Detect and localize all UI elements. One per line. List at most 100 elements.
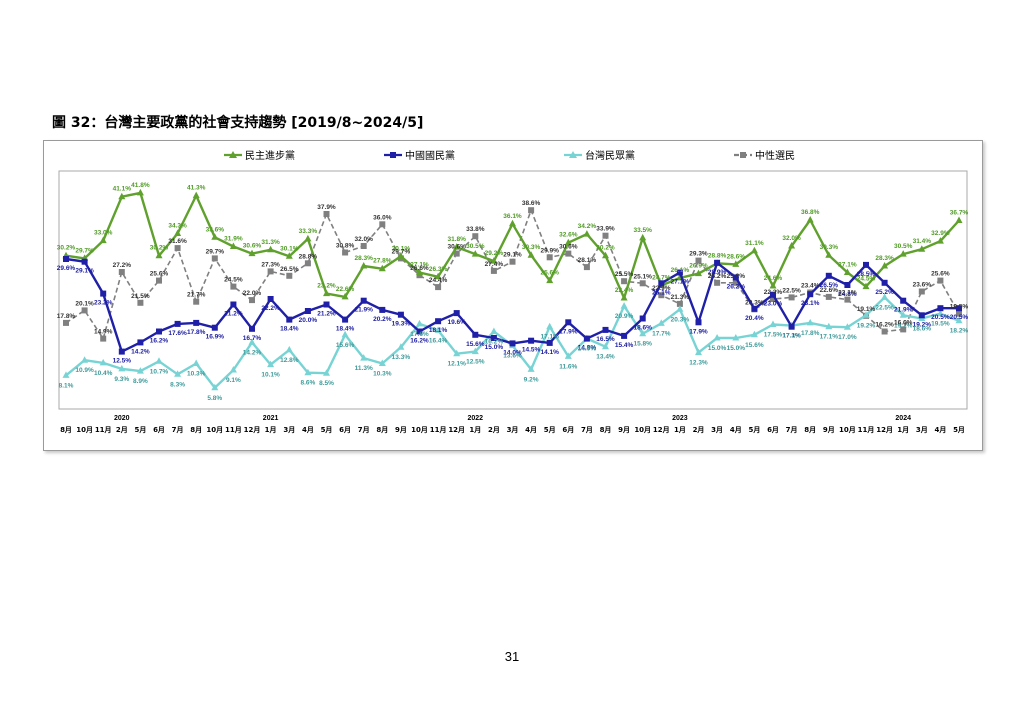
- data-label: 30.3%: [522, 244, 541, 251]
- data-label: 24.7%: [652, 275, 671, 282]
- data-point: [658, 292, 665, 299]
- data-label: 36.8%: [801, 209, 820, 216]
- data-point: [881, 328, 888, 335]
- data-label: 19.5%: [950, 304, 969, 311]
- data-label: 14.5%: [522, 347, 541, 354]
- data-point: [546, 254, 553, 261]
- data-label: 17.3%: [782, 333, 801, 340]
- data-point: [360, 243, 367, 249]
- data-point: [788, 294, 795, 301]
- data-label: 23.0%: [764, 301, 783, 308]
- x-tick-label: 2月: [488, 426, 500, 434]
- data-label: 29.9%: [540, 247, 559, 254]
- data-label: 23.6%: [913, 282, 932, 289]
- data-label: 30.5%: [894, 243, 913, 250]
- data-point: [899, 311, 907, 318]
- page-number: 31: [504, 649, 520, 664]
- data-point: [862, 311, 870, 318]
- data-point: [100, 335, 107, 342]
- data-label: 27.4%: [485, 261, 504, 268]
- data-point: [639, 315, 646, 322]
- data-point: [602, 326, 609, 333]
- data-label: 21.9%: [354, 307, 373, 314]
- figure-title: 圖 32：台灣主要政黨的社會支持趨勢 [2019/8~2024/5]: [52, 115, 424, 131]
- data-point: [676, 305, 684, 312]
- data-point: [527, 365, 535, 372]
- data-point: [174, 245, 181, 252]
- data-label: 12.5%: [466, 359, 485, 366]
- data-point: [955, 316, 963, 324]
- data-label: 17.7%: [652, 330, 671, 337]
- data-label: 34.3%: [168, 223, 187, 230]
- data-point: [434, 272, 442, 280]
- data-label: 24.6%: [764, 275, 783, 282]
- data-label: 17.1%: [782, 333, 801, 340]
- data-label: 17.0%: [838, 334, 857, 341]
- data-label: 20.4%: [745, 315, 764, 322]
- data-label: 20.3%: [671, 316, 690, 323]
- data-label: 19.5%: [931, 321, 950, 328]
- data-label: 20.2%: [373, 316, 392, 323]
- data-point: [229, 242, 237, 249]
- data-point: [323, 301, 330, 308]
- data-label: 16.2%: [875, 322, 894, 329]
- x-year-label: 2022: [468, 415, 484, 422]
- x-tick-label: 1月: [265, 426, 277, 434]
- data-label: 22.1%: [838, 290, 857, 297]
- data-label: 8.1%: [59, 382, 74, 389]
- data-label: 30.6%: [559, 244, 578, 251]
- legend-label: 中性選民: [755, 149, 795, 162]
- data-label: 19.2%: [894, 322, 913, 329]
- data-point: [843, 268, 851, 275]
- legend-marker: [740, 152, 746, 158]
- data-label: 31.8%: [447, 236, 466, 243]
- x-tick-label: 5月: [544, 426, 556, 434]
- data-label: 21.7%: [187, 292, 206, 299]
- data-label: 28.8%: [299, 253, 318, 260]
- data-label: 24.4%: [429, 277, 448, 284]
- data-label: 17.6%: [410, 331, 429, 338]
- data-point: [472, 331, 479, 338]
- data-point: [118, 269, 125, 275]
- data-label: 11.3%: [355, 365, 373, 372]
- data-point: [360, 262, 368, 269]
- x-tick-label: 4月: [730, 426, 742, 434]
- data-label: 24.5%: [224, 277, 243, 284]
- data-label: 27.1%: [410, 262, 429, 269]
- data-point: [751, 305, 758, 312]
- x-tick-label: 2月: [693, 426, 705, 434]
- data-label: 30.2%: [596, 245, 615, 252]
- data-point: [918, 245, 926, 252]
- x-tick-label: 5月: [953, 426, 965, 434]
- data-point: [844, 296, 851, 303]
- data-point: [230, 301, 237, 308]
- data-point: [230, 283, 237, 290]
- data-label: 36.0%: [373, 214, 392, 221]
- data-label: 9.1%: [226, 377, 241, 384]
- data-label: 15.8%: [633, 341, 652, 348]
- x-tick-label: 5月: [748, 426, 760, 434]
- data-point: [379, 221, 386, 228]
- data-label: 29.3%: [689, 251, 708, 258]
- data-point: [956, 310, 962, 317]
- data-label: 13.6%: [503, 353, 522, 360]
- x-tick-label: 6月: [339, 426, 351, 434]
- data-point: [434, 326, 442, 333]
- data-label: 22.6%: [336, 286, 355, 293]
- data-point: [193, 319, 200, 326]
- data-point: [304, 368, 312, 376]
- data-label: 25.6%: [540, 270, 559, 277]
- x-tick-label: 5月: [321, 426, 333, 434]
- data-point: [732, 279, 739, 286]
- data-label: 21.2%: [317, 311, 336, 318]
- data-point: [937, 277, 944, 284]
- data-label: 26.5%: [280, 266, 299, 273]
- data-point: [509, 258, 516, 265]
- data-point: [844, 282, 851, 288]
- data-point: [435, 318, 442, 325]
- data-point: [937, 305, 944, 312]
- data-label: 30.3%: [820, 244, 839, 251]
- data-label: 30.6%: [243, 243, 262, 250]
- data-point: [564, 238, 572, 246]
- data-label: 38.6%: [522, 200, 541, 207]
